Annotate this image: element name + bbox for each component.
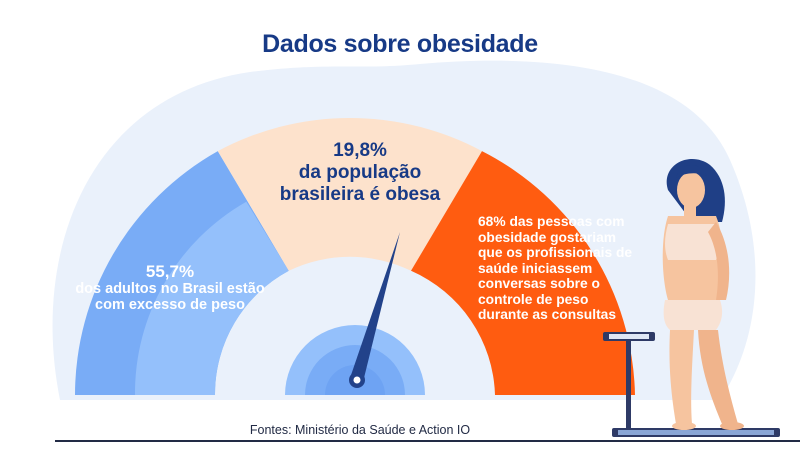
source-note: Fontes: Ministério da Saúde e Action IO	[249, 423, 471, 437]
woman-on-scale-illustration	[662, 159, 744, 430]
gauge-segment-right	[411, 151, 635, 395]
gauge-segment-left-inner	[134, 201, 289, 395]
baseline-divider	[55, 440, 800, 442]
stat-overweight-percent: 55,7%	[145, 262, 195, 281]
page-title: Dados sobre obesidade	[262, 30, 538, 58]
bathroom-scale-icon	[603, 332, 780, 437]
stat-overweight-text: dos adultos no Brasil estão com excesso …	[75, 281, 265, 314]
stat-conversations: 68% das pessoas com obesidade gostariam …	[478, 214, 633, 323]
stat-obesity: 19,8% da população brasileira é obesa	[245, 140, 475, 206]
stat-obesity-line2: brasileira é obesa	[279, 183, 441, 205]
stat-obesity-line1: da população	[298, 161, 422, 183]
stat-overweight: 55,7% dos adultos no Brasil estão com ex…	[70, 262, 270, 314]
gauge-needle-icon	[349, 232, 400, 388]
stat-obesity-percent: 19,8%	[333, 140, 387, 161]
gauge-segment-middle	[217, 117, 483, 271]
